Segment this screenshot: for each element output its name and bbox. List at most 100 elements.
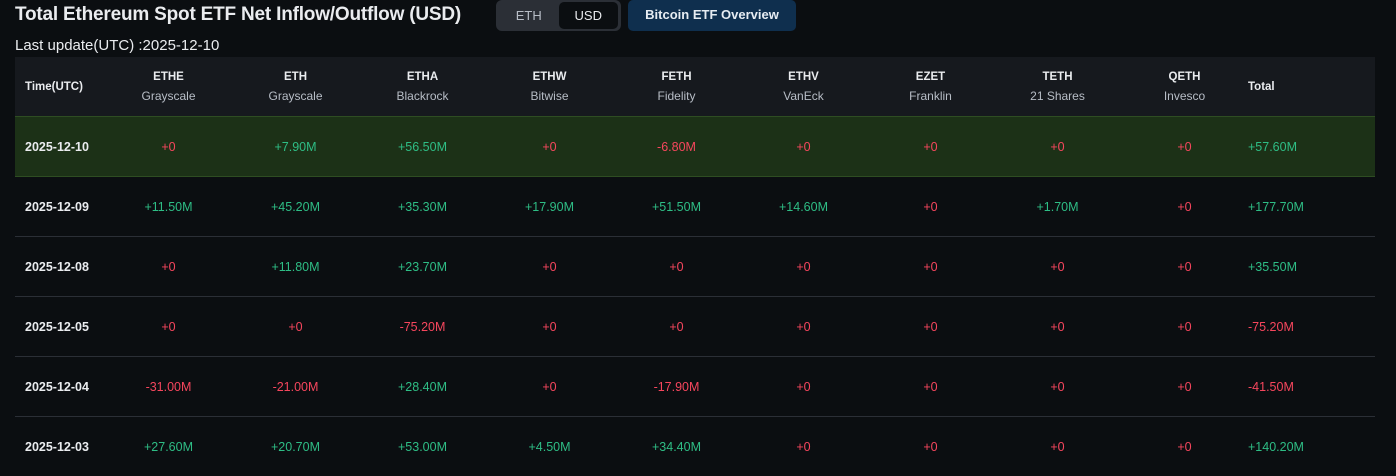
last-update: Last update(UTC) :2025-12-10 <box>15 37 219 54</box>
column-header: Total <box>1248 57 1375 117</box>
column-ticker: Time(UTC) <box>25 81 105 93</box>
column-ticker: EZET <box>867 71 994 83</box>
date-cell: 2025-12-04 <box>15 357 105 417</box>
flow-cell: +177.70M <box>1248 177 1375 237</box>
date-cell: 2025-12-05 <box>15 297 105 357</box>
flow-cell: +0 <box>994 237 1121 297</box>
flow-cell: +0 <box>994 297 1121 357</box>
flow-cell: +0 <box>232 297 359 357</box>
flow-cell: -31.00M <box>105 357 232 417</box>
flow-cell: -41.50M <box>1248 357 1375 417</box>
column-header: EZET Franklin <box>867 57 994 117</box>
column-issuer: Invesco <box>1121 89 1248 103</box>
flow-cell: +35.50M <box>1248 237 1375 297</box>
flow-cell: +0 <box>486 117 613 177</box>
column-issuer: Fidelity <box>613 89 740 103</box>
flow-cell: +51.50M <box>613 177 740 237</box>
column-issuer: Franklin <box>867 89 994 103</box>
date-cell: 2025-12-03 <box>15 417 105 476</box>
flow-cell: +27.60M <box>105 417 232 476</box>
flow-cell: +4.50M <box>486 417 613 476</box>
flow-cell: +14.60M <box>740 177 867 237</box>
flow-cell: +20.70M <box>232 417 359 476</box>
flow-cell: +0 <box>486 297 613 357</box>
flow-cell: +0 <box>105 297 232 357</box>
date-cell: 2025-12-10 <box>15 117 105 177</box>
flow-cell: +0 <box>1121 117 1248 177</box>
column-ticker: ETHA <box>359 71 486 83</box>
table-row: 2025-12-04-31.00M-21.00M+28.40M+0-17.90M… <box>15 357 1375 417</box>
flow-cell: +0 <box>613 237 740 297</box>
flow-cell: -75.20M <box>1248 297 1375 357</box>
column-ticker: ETH <box>232 71 359 83</box>
flow-cell: -75.20M <box>359 297 486 357</box>
toggle-eth[interactable]: ETH <box>499 2 559 29</box>
column-ticker: TETH <box>994 71 1121 83</box>
column-ticker: Total <box>1248 81 1375 93</box>
flow-cell: +11.50M <box>105 177 232 237</box>
flow-cell: +0 <box>867 297 994 357</box>
flow-cell: +0 <box>867 177 994 237</box>
flow-cell: -6.80M <box>613 117 740 177</box>
table-row: 2025-12-08+0+11.80M+23.70M+0+0+0+0+0+0+3… <box>15 237 1375 297</box>
column-issuer: 21 Shares <box>994 89 1121 103</box>
flow-cell: +0 <box>1121 177 1248 237</box>
flow-cell: +0 <box>994 357 1121 417</box>
table-row: 2025-12-09+11.50M+45.20M+35.30M+17.90M+5… <box>15 177 1375 237</box>
flow-cell: +57.60M <box>1248 117 1375 177</box>
flow-cell: +0 <box>1121 417 1248 476</box>
column-ticker: QETH <box>1121 71 1248 83</box>
unit-toggle: ETH USD <box>496 0 621 31</box>
column-header: Time(UTC) <box>15 57 105 117</box>
column-issuer: Bitwise <box>486 89 613 103</box>
flow-cell: -17.90M <box>613 357 740 417</box>
column-ticker: FETH <box>613 71 740 83</box>
column-issuer: VanEck <box>740 89 867 103</box>
flow-cell: +35.30M <box>359 177 486 237</box>
date-cell: 2025-12-09 <box>15 177 105 237</box>
flow-cell: +0 <box>994 417 1121 476</box>
flow-cell: +0 <box>1121 357 1248 417</box>
flow-cell: +1.70M <box>994 177 1121 237</box>
column-header: ETHA Blackrock <box>359 57 486 117</box>
flow-cell: +23.70M <box>359 237 486 297</box>
bitcoin-overview-button[interactable]: Bitcoin ETF Overview <box>628 0 796 31</box>
flow-cell: +140.20M <box>1248 417 1375 476</box>
column-ticker: ETHV <box>740 71 867 83</box>
toggle-usd[interactable]: USD <box>559 2 619 29</box>
column-header: FETH Fidelity <box>613 57 740 117</box>
column-issuer: Grayscale <box>232 89 359 103</box>
flow-cell: +0 <box>740 117 867 177</box>
column-header: TETH 21 Shares <box>994 57 1121 117</box>
flow-cell: +0 <box>740 237 867 297</box>
flow-cell: +7.90M <box>232 117 359 177</box>
flow-cell: +0 <box>740 357 867 417</box>
flow-cell: +28.40M <box>359 357 486 417</box>
flow-cell: -21.00M <box>232 357 359 417</box>
column-issuer: Grayscale <box>105 89 232 103</box>
flow-cell: +0 <box>867 237 994 297</box>
date-cell: 2025-12-08 <box>15 237 105 297</box>
flow-cell: +11.80M <box>232 237 359 297</box>
flow-cell: +0 <box>1121 297 1248 357</box>
flow-cell: +0 <box>486 237 613 297</box>
table-row: 2025-12-03+27.60M+20.70M+53.00M+4.50M+34… <box>15 417 1375 476</box>
flow-cell: +0 <box>867 417 994 476</box>
flow-cell: +45.20M <box>232 177 359 237</box>
flow-cell: +0 <box>740 417 867 476</box>
flow-cell: +53.00M <box>359 417 486 476</box>
column-issuer: Blackrock <box>359 89 486 103</box>
column-header: ETH Grayscale <box>232 57 359 117</box>
flow-cell: +0 <box>994 117 1121 177</box>
flow-cell: +0 <box>613 297 740 357</box>
flow-cell: +0 <box>486 357 613 417</box>
flow-cell: +0 <box>1121 237 1248 297</box>
table-row: 2025-12-05+0+0-75.20M+0+0+0+0+0+0-75.20M <box>15 297 1375 357</box>
flow-cell: +0 <box>105 117 232 177</box>
flow-cell: +17.90M <box>486 177 613 237</box>
